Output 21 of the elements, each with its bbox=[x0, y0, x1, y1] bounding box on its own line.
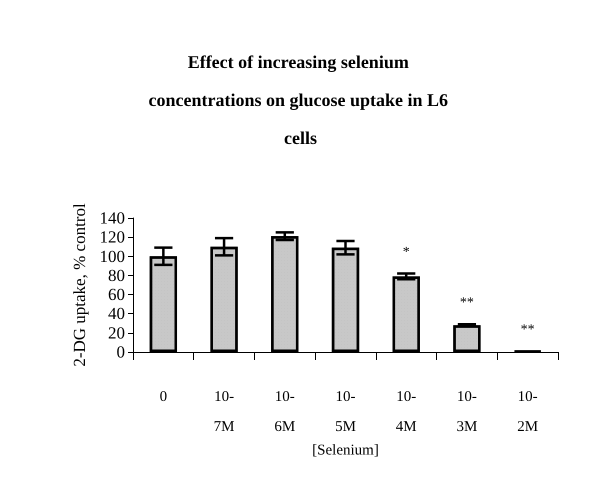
annotation: * bbox=[402, 245, 410, 260]
y-tick-label: 120 bbox=[100, 228, 125, 247]
y-tick-label: 80 bbox=[108, 266, 125, 285]
y-axis-title: 2-DG uptake, % control bbox=[70, 203, 89, 367]
y-tick-label: 140 bbox=[100, 208, 125, 228]
annotation: ** bbox=[520, 322, 535, 338]
y-tick-label: 60 bbox=[108, 285, 125, 304]
x-tick-label: 10- 4M bbox=[396, 389, 417, 435]
x-axis-title: [Selenium] bbox=[312, 442, 379, 458]
y-tick-label: 100 bbox=[100, 246, 125, 266]
x-tick-label: 0 bbox=[160, 389, 168, 405]
x-tick-label: 10- 6M bbox=[274, 389, 296, 435]
x-tick-label: 10- 5M bbox=[335, 389, 356, 435]
y-tick-label: 20 bbox=[108, 323, 125, 342]
y-tick-label: 0 bbox=[116, 342, 125, 362]
annotation: ** bbox=[460, 296, 474, 311]
chart-title: Effect of increasing selenium concentrations on glucose uptake in L6 cells bbox=[148, 52, 453, 148]
x-tick-label: 10- 2M bbox=[517, 389, 538, 435]
y-tick-label: 40 bbox=[108, 304, 125, 324]
x-tick-label: 10- 7M bbox=[214, 389, 234, 435]
x-tick-label: 10- 3M bbox=[456, 389, 478, 435]
